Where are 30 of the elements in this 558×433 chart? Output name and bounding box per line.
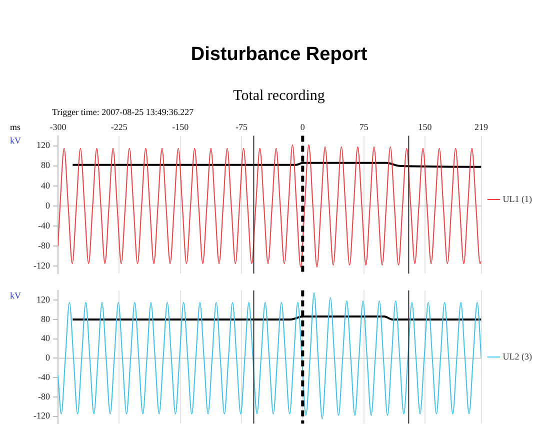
- y-tick-label: 80: [41, 314, 50, 324]
- x-tick-label: -300: [50, 122, 67, 132]
- y-tick-label: 120: [36, 140, 50, 150]
- x-tick-label: -75: [235, 122, 248, 132]
- y-tick-label: -40: [38, 220, 50, 230]
- y-tick-label: 0: [46, 200, 50, 210]
- y-tick-label: 80: [41, 160, 50, 170]
- x-tick-label: 150: [418, 122, 432, 132]
- text: Trigger time: 2007-08-25 13:49:36.227: [52, 107, 195, 117]
- y-tick-label: 40: [41, 333, 50, 344]
- legend-label: UL2 (3): [502, 351, 532, 362]
- y-tick-label: -120: [34, 260, 50, 270]
- y-axis-title: kV: [10, 290, 22, 300]
- y-tick-label: 120: [36, 294, 50, 304]
- x-axis-title: ms: [10, 122, 21, 132]
- chart-subtitle: Total recording: [232, 88, 326, 105]
- legend-label: UL1 (1): [502, 194, 532, 204]
- y-tick-label: 40: [41, 180, 50, 190]
- y-tick-label: 0: [46, 352, 50, 363]
- y-axis-title: kV: [10, 136, 22, 146]
- chart-title: Disturbance Report: [190, 43, 368, 66]
- x-tick-label: 0: [300, 122, 306, 132]
- x-tick-label: 219: [474, 122, 489, 132]
- y-tick-label: -40: [38, 372, 50, 382]
- y-tick-label: -80: [38, 240, 50, 250]
- y-tick-label: -120: [34, 410, 50, 421]
- y-tick-label: -80: [38, 391, 50, 402]
- x-tick-label: -225: [110, 122, 128, 132]
- x-tick-label: 75: [359, 122, 369, 132]
- x-tick-label: -150: [172, 122, 190, 132]
